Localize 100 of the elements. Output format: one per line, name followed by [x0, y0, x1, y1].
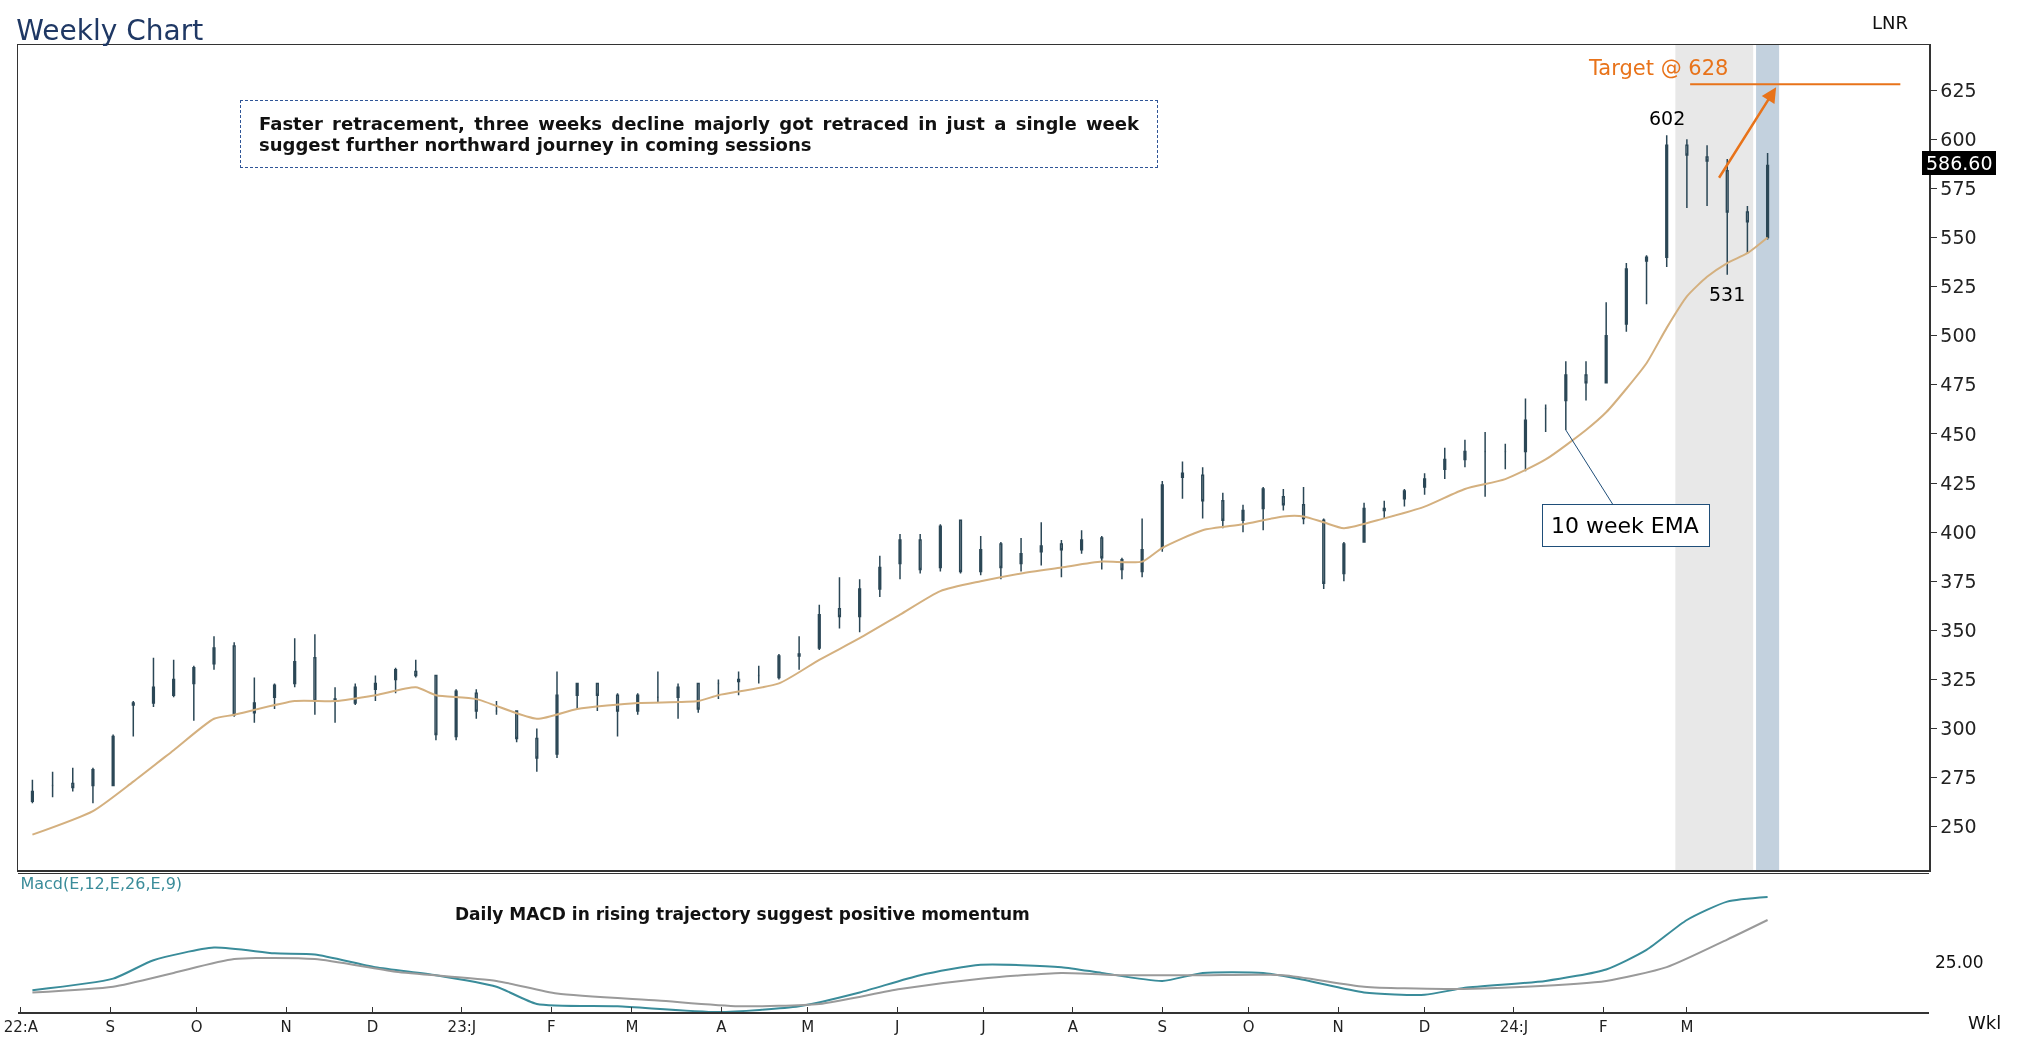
candlestick: [1685, 138, 1689, 209]
candlestick: [414, 659, 418, 679]
y-tick-label: 250: [1940, 815, 1977, 838]
candlestick: [817, 604, 821, 651]
candlestick: [494, 700, 499, 716]
text: Wkl: [1968, 1012, 2002, 1033]
chart-title: Weekly Chart: [16, 13, 204, 47]
candlestick: [999, 541, 1003, 581]
x-tick-label: M: [801, 1017, 815, 1036]
candlestick: [1382, 499, 1386, 520]
candlestick: [434, 674, 438, 742]
y-tick-label: 575: [1940, 177, 1977, 200]
candlestick: [1201, 466, 1205, 520]
candlestick: [1402, 488, 1407, 508]
candlestick: [212, 635, 216, 671]
x-tick-label: S: [105, 1017, 116, 1036]
candlestick: [1745, 205, 1750, 254]
x-tick-label: J: [893, 1017, 900, 1036]
candlestick: [979, 535, 983, 577]
candlestick: [878, 554, 882, 598]
annotation: 531: [1709, 283, 1746, 305]
y-tick-label: 425: [1940, 471, 1977, 494]
candlestick: [1725, 158, 1729, 276]
candlestick: [1301, 486, 1306, 526]
candlestick: [938, 523, 942, 573]
y-tick-label: 550: [1940, 226, 1977, 249]
candlestick: [958, 519, 963, 575]
y-tick-label: 525: [1940, 275, 1977, 298]
y-tick-label: 450: [1940, 422, 1977, 445]
x-tick-label: N: [280, 1017, 292, 1036]
y-tick-label: 325: [1940, 668, 1977, 691]
candlestick: [232, 641, 236, 718]
candlestick: [1261, 486, 1265, 531]
y-tick-label: 275: [1940, 766, 1977, 789]
candlestick: [1100, 535, 1104, 571]
candlestick: [777, 653, 781, 681]
x-tick-label: F: [546, 1017, 556, 1036]
candlestick: [535, 727, 539, 773]
text: 25.00: [1935, 952, 1984, 972]
x-tick-label: N: [1332, 1017, 1344, 1036]
candlestick: [91, 767, 95, 804]
candlestick: [1705, 144, 1709, 207]
y-tick-label: 475: [1940, 373, 1977, 396]
candlestick: [252, 676, 256, 724]
candlestick: [1180, 460, 1185, 500]
candlestick: [1160, 480, 1164, 553]
x-tick-label: O: [190, 1017, 203, 1036]
candlestick: [1079, 529, 1084, 555]
y-tick-label: 625: [1940, 78, 1977, 101]
candlestick: [50, 771, 55, 799]
candlestick: [192, 664, 196, 722]
chart-title: Macd(E,12,E,26,E,9): [20, 874, 183, 894]
candlestick: [293, 637, 297, 689]
candlestick: [1644, 254, 1649, 306]
candlestick: [333, 686, 337, 724]
x-tick-label: M: [1680, 1017, 1694, 1036]
annotation: Faster retracement, three weeks decline majorly got retraced in just a single week suggest further northward journey in coming sessions: [240, 100, 1158, 168]
candlestick: [1463, 439, 1467, 469]
candlestick: [373, 674, 378, 702]
annotation: Daily MACD in rising trajectory suggest positive momentum: [455, 904, 1030, 924]
candlestick: [454, 688, 458, 742]
ref-line-label: Target @ 628: [1588, 56, 1729, 80]
candlestick: [313, 633, 317, 716]
candlestick: [1322, 517, 1326, 590]
x-tick-label: D: [1418, 1017, 1431, 1036]
x-tick-label: 24:J: [1499, 1017, 1529, 1036]
candlestick: [1059, 539, 1064, 579]
candlestick: [71, 767, 75, 793]
candlestick: [656, 670, 660, 704]
y-tick-label: 375: [1940, 569, 1977, 592]
annotation: 10 week EMA: [1551, 513, 1699, 538]
candlestick: [1624, 262, 1628, 333]
candlestick: [1241, 503, 1245, 533]
candlestick: [172, 659, 176, 698]
candlestick: [1140, 517, 1144, 579]
x-tick-label: S: [1157, 1017, 1168, 1036]
candlestick: [1604, 301, 1608, 384]
x-tick-label: 22:A: [3, 1017, 39, 1036]
candlestick: [575, 682, 579, 710]
candlestick: [555, 670, 559, 759]
candlestick: [1544, 403, 1548, 433]
candlestick: [1221, 492, 1225, 529]
candlestick: [111, 733, 115, 787]
candlestick: [1120, 556, 1124, 581]
candlestick: [1039, 521, 1043, 567]
candlestick: [1503, 443, 1507, 471]
x-tick-label: A: [1067, 1017, 1079, 1036]
candlestick: [736, 670, 741, 696]
line-series: [31, 236, 1769, 836]
candlestick: [131, 700, 135, 738]
candlestick: [272, 682, 277, 710]
candlestick: [1422, 472, 1427, 496]
x-tick-label: J: [980, 1017, 986, 1036]
candlestick: [1523, 397, 1528, 472]
candlestick: [30, 778, 35, 804]
candlestick: [636, 692, 640, 716]
candlestick: [837, 576, 842, 630]
x-tick-label: 23:J: [447, 1017, 477, 1036]
candlestick: [858, 578, 862, 634]
candlestick: [1564, 360, 1568, 431]
